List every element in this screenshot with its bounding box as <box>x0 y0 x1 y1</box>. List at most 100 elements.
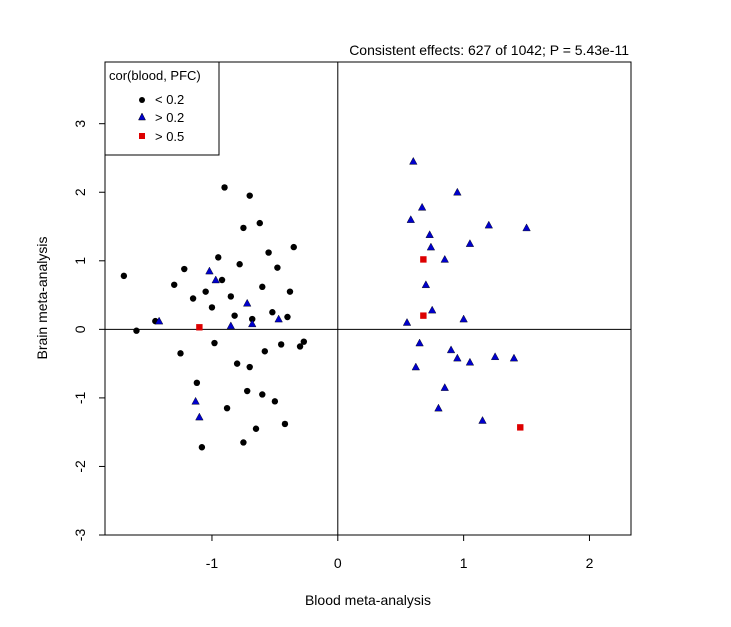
point-triangle-1 <box>191 396 200 405</box>
point-circle-18 <box>236 261 243 268</box>
point-circle-10 <box>208 304 216 311</box>
point-square-3 <box>517 424 524 431</box>
point-circle-23 <box>252 425 260 432</box>
point-triangle-10 <box>406 215 415 223</box>
chart-title: Consistent effects: 627 of 1042; P = 5.4… <box>349 42 629 58</box>
x-tick-label-2: 1 <box>460 555 468 571</box>
point-triangle-12 <box>425 230 434 238</box>
legend-entry-low: < 0.2 <box>155 92 184 107</box>
y-tick-label-4: 1 <box>72 257 88 265</box>
y-axis-label: Brain meta-analysis <box>34 237 50 360</box>
point-circle-6 <box>189 295 197 302</box>
point-circle-8 <box>198 444 206 451</box>
legend-marker-circle <box>139 97 145 103</box>
y-tick-label-0: -3 <box>72 529 88 542</box>
point-circle-35 <box>296 343 304 350</box>
point-triangle-30 <box>459 314 468 323</box>
legend-marker-triangle <box>138 112 146 121</box>
point-triangle-0 <box>154 316 164 325</box>
point-circle-20 <box>243 387 251 395</box>
point-triangle-27 <box>478 416 487 424</box>
point-square-0 <box>196 324 203 331</box>
point-triangle-4 <box>211 275 220 284</box>
point-triangle-16 <box>465 239 475 247</box>
point-circle-26 <box>261 348 269 355</box>
point-triangle-3 <box>205 266 214 275</box>
point-triangle-29 <box>411 362 420 371</box>
point-triangle-28 <box>434 403 443 412</box>
point-circle-14 <box>221 184 228 191</box>
point-circle-5 <box>181 265 188 273</box>
x-tick-label-3: 2 <box>586 555 594 571</box>
point-circle-16 <box>227 293 235 300</box>
legend-marker-square <box>139 133 145 139</box>
point-triangle-13 <box>426 242 436 251</box>
point-circle-30 <box>274 264 281 271</box>
point-circle-36 <box>300 338 308 345</box>
point-circle-40 <box>231 312 238 319</box>
point-circle-0 <box>120 272 128 280</box>
point-triangle-9 <box>409 156 418 165</box>
point-circle-17 <box>233 360 241 367</box>
y-tick-label-5: 2 <box>72 188 88 196</box>
point-circle-27 <box>265 249 272 256</box>
point-circle-33 <box>284 313 291 321</box>
point-circle-3 <box>171 281 178 288</box>
point-circle-37 <box>290 243 297 251</box>
point-triangle-15 <box>453 187 462 196</box>
point-circle-34 <box>286 288 294 295</box>
point-circle-4 <box>177 350 184 357</box>
point-triangle-18 <box>522 223 531 232</box>
point-triangle-19 <box>402 318 412 326</box>
point-triangle-5 <box>226 321 235 330</box>
point-triangle-25 <box>490 352 500 360</box>
point-circle-25 <box>259 283 266 291</box>
point-circle-9 <box>202 288 209 295</box>
point-triangle-22 <box>446 345 456 354</box>
point-square-1 <box>420 312 427 319</box>
point-circle-24 <box>256 219 263 227</box>
point-circle-21 <box>246 192 253 199</box>
legend: cor(blood, PFC) < 0.2 > 0.2 > 0.5 <box>104 61 220 156</box>
y-tick-label-2: -1 <box>72 391 88 404</box>
point-triangle-7 <box>248 319 257 328</box>
legend-box <box>104 61 220 156</box>
point-circle-11 <box>211 339 218 347</box>
point-triangle-8 <box>274 314 283 323</box>
y-tick-label-6: 3 <box>72 120 88 128</box>
point-circle-38 <box>259 391 266 398</box>
point-circle-19 <box>240 224 247 232</box>
legend-entry-high: > 0.5 <box>155 129 184 144</box>
point-triangle-14 <box>440 255 449 263</box>
point-triangle-2 <box>195 412 204 421</box>
x-tick-label-0: -1 <box>206 555 219 571</box>
point-circle-15 <box>223 404 231 412</box>
x-axis-label: Blood meta-analysis <box>305 592 431 608</box>
plot-frame <box>104 61 632 536</box>
point-circle-28 <box>269 309 276 316</box>
y-tick-label-1: -2 <box>72 460 88 473</box>
point-circle-13 <box>218 276 226 284</box>
point-triangle-11 <box>417 202 427 211</box>
point-circle-22 <box>249 315 256 323</box>
point-circle-1 <box>133 327 140 334</box>
point-triangle-31 <box>421 280 431 288</box>
point-triangle-20 <box>415 338 424 347</box>
point-circle-41 <box>246 363 253 371</box>
y-tick-label-3: 0 <box>72 325 88 333</box>
point-circle-7 <box>193 379 201 387</box>
x-axis: -1 0 1 2 <box>206 535 594 571</box>
y-axis: -3 -2 -1 0 1 2 3 <box>72 120 105 542</box>
point-circle-31 <box>277 341 285 348</box>
point-square-2 <box>420 256 427 263</box>
point-circle-29 <box>271 398 279 405</box>
point-circle-32 <box>281 420 289 428</box>
data-points <box>120 156 531 451</box>
point-triangle-6 <box>243 298 252 307</box>
point-triangle-26 <box>509 353 519 362</box>
point-circle-39 <box>240 439 247 446</box>
legend-entry-mid: > 0.2 <box>155 110 184 125</box>
legend-title: cor(blood, PFC) <box>109 68 201 83</box>
point-triangle-21 <box>428 305 437 314</box>
